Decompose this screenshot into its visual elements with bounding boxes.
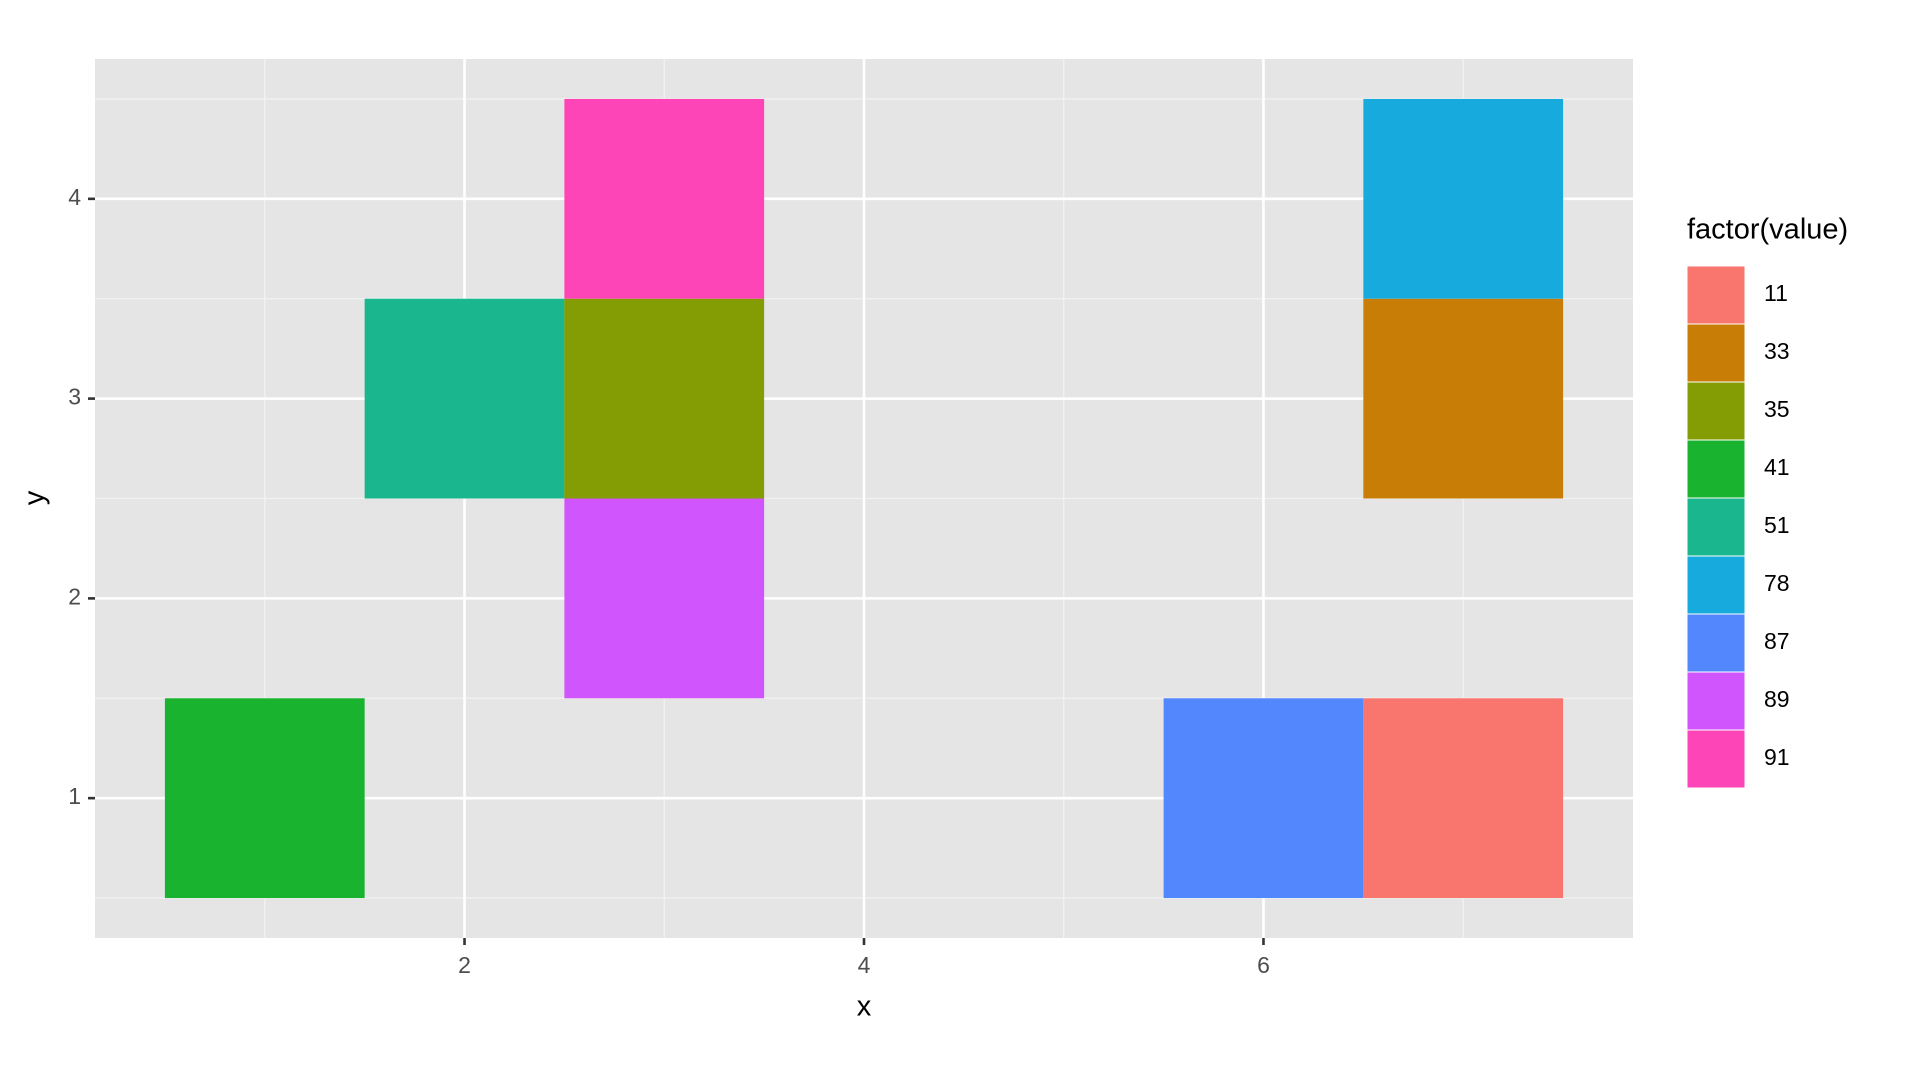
legend-label: 33 <box>1764 338 1790 364</box>
legend-key <box>1686 613 1746 673</box>
legend-label: 35 <box>1764 396 1790 422</box>
tile <box>1363 98 1564 299</box>
legend-label: 91 <box>1764 744 1790 770</box>
tile <box>1363 698 1564 899</box>
legend-key <box>1686 497 1746 557</box>
legend-title: factor(value) <box>1687 214 1848 246</box>
legend-key <box>1686 729 1746 789</box>
tile <box>1163 698 1364 899</box>
tile <box>164 698 365 899</box>
legend-key <box>1686 323 1746 383</box>
legend-label: 78 <box>1764 570 1790 596</box>
tile <box>564 298 765 499</box>
tile <box>564 98 765 299</box>
legend-label: 87 <box>1764 628 1790 654</box>
y-axis-title: y <box>19 490 51 505</box>
x-tick-label: 2 <box>458 952 471 978</box>
x-tick-label: 6 <box>1257 952 1270 978</box>
legend-label: 41 <box>1764 454 1790 480</box>
y-tick-label: 1 <box>68 783 81 809</box>
legend-key <box>1686 671 1746 731</box>
tile <box>364 298 565 499</box>
legend-label: 11 <box>1764 280 1788 306</box>
tile <box>1363 298 1564 499</box>
y-tick-label: 3 <box>68 384 81 410</box>
y-tick-label: 4 <box>68 184 81 210</box>
legend-label: 51 <box>1764 512 1790 538</box>
legend-key <box>1686 265 1746 325</box>
x-tick-label: 4 <box>858 952 871 978</box>
tile <box>564 498 765 699</box>
x-axis-title: x <box>857 991 872 1023</box>
legend-key <box>1686 439 1746 499</box>
legend-label: 89 <box>1764 686 1790 712</box>
y-tick-label: 2 <box>68 583 81 609</box>
legend-key <box>1686 555 1746 615</box>
legend-key <box>1686 381 1746 441</box>
